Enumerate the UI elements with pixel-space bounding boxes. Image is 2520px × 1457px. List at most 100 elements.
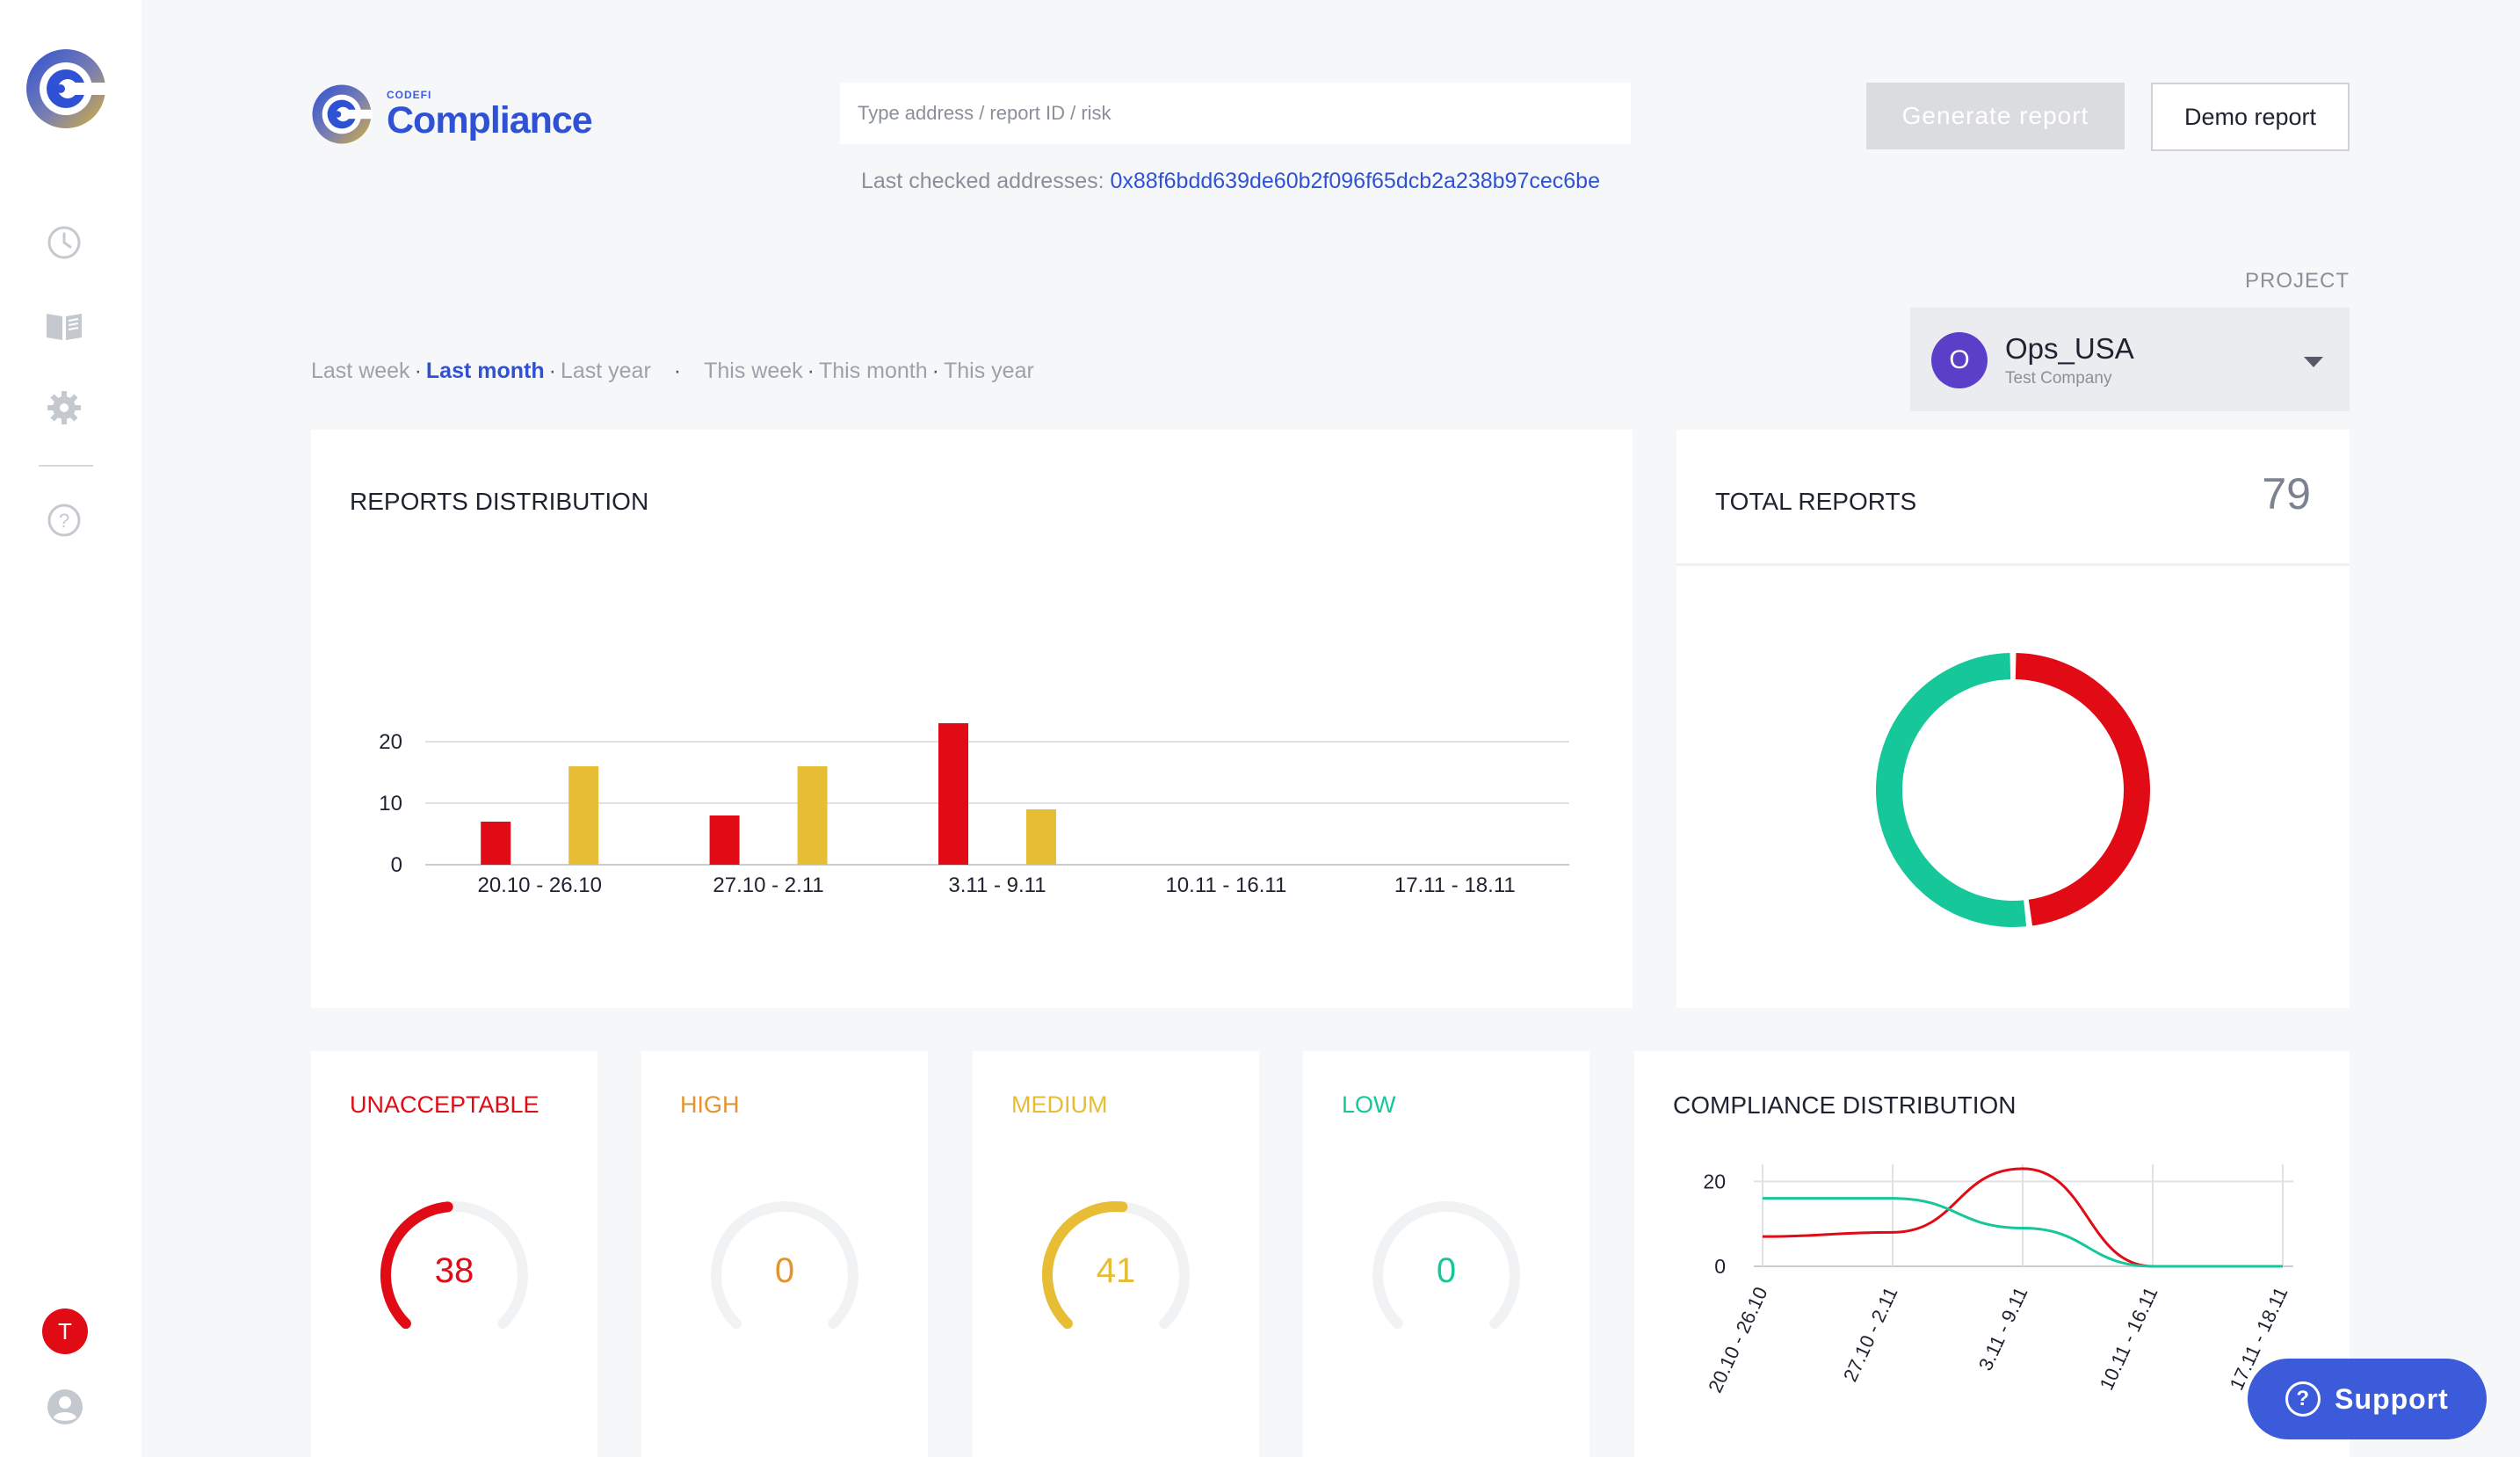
y-tick-label: 20 — [1703, 1170, 1726, 1192]
help-icon: ? — [47, 504, 81, 537]
bar — [709, 815, 740, 865]
risk-title-high: HIGH — [680, 1091, 740, 1118]
total-reports-header: TOTAL REPORTS 79 — [1676, 430, 2350, 566]
period-group-separator: · — [673, 359, 682, 383]
compliance-logo-icon — [312, 84, 373, 144]
brand-sub: CODEFI — [387, 89, 432, 101]
total-reports-donut — [1876, 653, 2150, 927]
series-line — [1763, 1197, 2283, 1268]
codefi-logo-icon[interactable] — [25, 47, 107, 130]
risk-value-unacceptable: 38 — [434, 1251, 474, 1290]
bar — [938, 723, 968, 865]
donut-slice — [2015, 653, 2150, 926]
gauge-low — [1372, 1201, 1520, 1330]
risk-card-unacceptable: UNACCEPTABLE 38 — [311, 1051, 597, 1457]
risk-card-high: HIGH 0 — [641, 1051, 928, 1457]
last-checked: Last checked addresses: 0x88f6bdd639de60… — [861, 169, 1600, 194]
project-company: Test Company — [2005, 369, 2112, 388]
x-tick-label: 10.11 - 16.11 — [1165, 873, 1286, 897]
risk-value-medium: 41 — [1096, 1251, 1136, 1290]
risk-title-unacceptable: UNACCEPTABLE — [350, 1091, 539, 1118]
gauge-fill — [380, 1201, 453, 1330]
risk-card-medium: MEDIUM 41 — [973, 1051, 1259, 1457]
help-circle-icon: ? — [2285, 1381, 2321, 1417]
total-reports-value: 79 — [2262, 469, 2311, 518]
x-tick-label: 17.11 - 18.11 — [1394, 873, 1516, 897]
support-button[interactable]: ? Support — [2248, 1359, 2487, 1439]
y-tick-label: 10 — [379, 792, 402, 815]
svg-text:?: ? — [59, 510, 69, 532]
x-tick-label: 20.10 - 26.10 — [477, 873, 601, 897]
user-icon[interactable] — [47, 1388, 83, 1425]
support-label: Support — [2335, 1382, 2449, 1415]
sidebar: ? T — [0, 0, 141, 1457]
sidebar-item-help[interactable]: ? — [44, 500, 84, 540]
y-tick-label: 0 — [1714, 1255, 1726, 1278]
clock-icon — [47, 226, 81, 259]
avatar[interactable]: T — [42, 1308, 88, 1354]
chevron-down-icon — [2304, 357, 2323, 367]
period-last-year[interactable]: Last year — [560, 359, 651, 383]
gauge-medium — [1042, 1201, 1190, 1330]
project-avatar: O — [1931, 332, 1988, 388]
bar — [797, 766, 828, 865]
risk-card-low: LOW 0 — [1303, 1051, 1589, 1457]
sidebar-item-settings[interactable] — [44, 388, 84, 428]
risk-value-low: 0 — [1436, 1251, 1457, 1290]
x-tick-label: 27.10 - 2.11 — [1839, 1284, 1902, 1386]
y-tick-label: 0 — [391, 853, 402, 877]
last-checked-label: Last checked addresses: — [861, 169, 1111, 193]
gauge-fill — [1042, 1201, 1128, 1330]
sidebar-item-history[interactable] — [44, 222, 84, 263]
reports-distribution-chart: 0 10 20 20.10 - 26.10 27.10 - 2.11 3.11 - 9.1… — [379, 723, 1569, 897]
bar — [568, 766, 599, 865]
x-tick-label: 27.10 - 2.11 — [713, 873, 823, 897]
period-last-week[interactable]: Last week — [311, 359, 410, 383]
x-tick-label: 20.10 - 26.10 — [1704, 1284, 1771, 1396]
bar — [1026, 809, 1056, 865]
last-checked-address-link[interactable]: 0x88f6bdd639de60b2f096f65dcb2a238b97cec6… — [1110, 169, 1600, 193]
sidebar-item-documentation[interactable] — [44, 306, 84, 346]
total-reports-title: TOTAL REPORTS — [1715, 488, 1917, 515]
period-separator: · — [931, 359, 939, 383]
x-tick-label: 3.11 - 9.11 — [948, 873, 1046, 897]
bar — [481, 822, 511, 865]
reports-distribution-card: REPORTS DISTRIBUTION 0 10 20 20.10 - 26.10 2… — [311, 430, 1633, 1008]
reports-distribution-title: REPORTS DISTRIBUTION — [350, 488, 649, 515]
period-separator: · — [548, 359, 556, 383]
generate-report-button[interactable]: Generate report — [1866, 83, 2125, 149]
donut-slice — [1876, 653, 2027, 927]
avatar-initial: T — [58, 1317, 72, 1345]
gauge-high — [711, 1201, 858, 1330]
gauge-track — [1372, 1201, 1520, 1330]
x-tick-label: 3.11 - 9.11 — [1974, 1284, 2032, 1374]
gauge-track — [711, 1201, 858, 1330]
period-last-month[interactable]: Last month — [425, 359, 545, 383]
period-filter: Last week · Last month · Last year · Thi… — [311, 359, 1034, 384]
book-icon — [47, 314, 82, 340]
y-tick-label: 20 — [379, 730, 402, 754]
risk-value-high: 0 — [774, 1251, 795, 1290]
search-input[interactable] — [840, 83, 1631, 144]
gear-icon — [47, 391, 81, 424]
project-select[interactable]: O Ops_USA Test Company — [1910, 308, 2350, 411]
total-reports-card: TOTAL REPORTS 79 — [1676, 430, 2350, 1008]
risk-title-medium: MEDIUM — [1011, 1091, 1108, 1118]
period-this-year[interactable]: This year — [943, 359, 1034, 383]
period-this-week[interactable]: This week — [704, 359, 803, 383]
project-label: PROJECT — [2244, 269, 2350, 293]
period-this-month[interactable]: This month — [818, 359, 928, 383]
period-separator: · — [414, 359, 422, 383]
brand-name: Compliance — [387, 99, 593, 141]
demo-report-button[interactable]: Demo report — [2151, 83, 2350, 151]
gauge-unacceptable — [380, 1201, 528, 1330]
project-initial: O — [1949, 345, 1970, 374]
sidebar-divider — [39, 465, 93, 467]
compliance-distribution-chart: 0 20 20.10 - 26.10 27.10 - 2.11 3.11 - 9.11 1… — [1703, 1164, 2293, 1396]
compliance-distribution-card: COMPLIANCE DISTRIBUTION 0 20 20.10 - 26.10… — [1634, 1051, 2350, 1457]
period-separator: · — [807, 359, 815, 383]
project-name: Ops_USA — [2005, 332, 2134, 365]
compliance-distribution-title: COMPLIANCE DISTRIBUTION — [1673, 1091, 2017, 1119]
risk-title-low: LOW — [1342, 1091, 1396, 1118]
x-tick-label: 10.11 - 16.11 — [2095, 1284, 2162, 1394]
